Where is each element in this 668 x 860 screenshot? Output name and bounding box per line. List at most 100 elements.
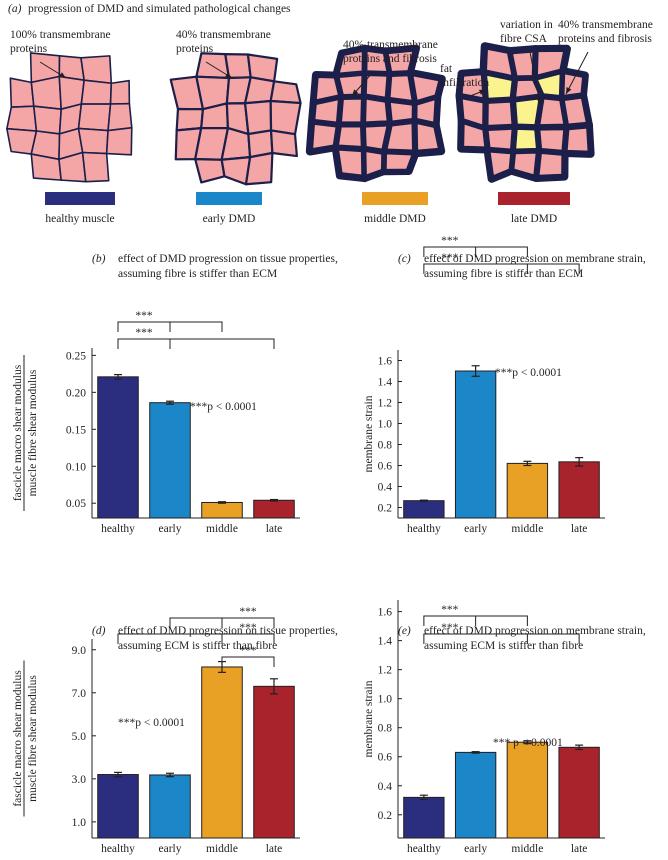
significance-bracket: [117, 633, 275, 644]
y-tick-label: 0.8: [378, 440, 393, 452]
error-bar: [114, 771, 122, 778]
significance-label: ***: [135, 310, 153, 322]
annotation: ***p < 0.0001: [190, 401, 257, 413]
annotation: ***p < 0.0001: [118, 717, 185, 729]
muscle-fibre: [486, 74, 513, 99]
x-tick-label: middle: [511, 843, 543, 855]
significance-label: ***: [441, 604, 459, 616]
annotation: proteins: [10, 43, 48, 55]
y-tick-label: 1.6: [378, 356, 393, 368]
bar: [201, 666, 243, 839]
y-tick-label: 0.8: [378, 723, 393, 735]
y-tick-label: 7.0: [72, 688, 87, 700]
stage-color-bar: [196, 192, 262, 205]
chart-title: effect of DMD progression on membrane st…: [424, 253, 646, 265]
significance-bracket: [117, 338, 275, 349]
muscle-fibre: [389, 75, 413, 101]
y-tick-label: 1.2: [378, 398, 393, 410]
error-bar: [218, 501, 226, 504]
muscle-fibre: [539, 129, 565, 151]
muscle-fibre: [338, 51, 363, 74]
stage-label: healthy muscle: [45, 213, 114, 225]
error-bar: [270, 678, 278, 695]
muscle-fibre: [412, 75, 440, 101]
arrow-head: [536, 97, 542, 104]
y-tick-label: 1.6: [378, 607, 393, 619]
muscle-fibre: [77, 103, 112, 132]
y-axis-label: membrane strain: [363, 395, 375, 472]
muscle-fibre: [338, 149, 363, 176]
chart-title: effect of DMD progression on tissue prop…: [118, 253, 338, 265]
muscle-fibre: [338, 74, 363, 96]
panel-label: (e): [398, 625, 411, 637]
annotation: proteins and fibrosis: [558, 33, 652, 45]
muscle-fibre: [30, 75, 63, 110]
significance-label: ***: [441, 622, 459, 634]
arrow: [529, 51, 541, 105]
muscle-fibre: [80, 55, 113, 85]
chart-title: assuming fibre is stiffer than ECM: [424, 268, 583, 280]
bar: [253, 499, 295, 519]
x-tick-label: late: [571, 523, 588, 535]
muscle-fibre: [366, 50, 388, 72]
annotation: infiltration: [440, 77, 489, 89]
x-tick-label: middle: [206, 843, 238, 855]
y-tick-label: 1.4: [378, 636, 393, 648]
bar: [558, 746, 600, 839]
y-tick-label: 0.20: [66, 387, 86, 399]
muscle-fibre: [515, 98, 540, 126]
x-tick-label: healthy: [101, 843, 135, 855]
x-tick-label: late: [266, 843, 283, 855]
stage-color-bar: [45, 192, 115, 205]
muscle-fibre: [461, 98, 484, 126]
significance-label: ***: [441, 252, 459, 264]
x-tick-label: healthy: [407, 843, 441, 855]
x-tick-label: early: [464, 523, 487, 535]
muscle-fibre: [512, 51, 534, 77]
muscle-fibre: [105, 126, 133, 156]
muscle-fibre: [80, 79, 113, 105]
muscle-fibre: [515, 128, 537, 150]
error-bar: [575, 744, 584, 751]
arrow-head: [566, 87, 572, 94]
significance-bracket: [423, 263, 580, 274]
annotation: proteins: [176, 43, 214, 55]
muscle-fibre: [341, 98, 362, 123]
y-tick-label: 0.6: [378, 752, 393, 764]
panel-label: (b): [92, 253, 106, 265]
x-tick-label: healthy: [101, 523, 135, 535]
bar: [201, 501, 243, 519]
annotation: 100% transmembrane: [10, 29, 111, 41]
x-tick-label: early: [159, 523, 182, 535]
panel-label: (a): [8, 3, 22, 15]
stage-color-bar: [498, 192, 570, 205]
cell-cluster: [169, 52, 302, 186]
y-axis-label: membrane strain: [363, 680, 375, 757]
y-axis-label: fascicle macro shear modulus: [12, 364, 24, 501]
x-tick-label: early: [159, 843, 182, 855]
annotation: 40% transmembrane: [558, 19, 653, 31]
x-tick-label: late: [266, 523, 283, 535]
muscle-fibre: [513, 152, 537, 176]
error-bar: [166, 400, 174, 405]
muscle-fibre: [563, 97, 587, 125]
muscle-fibre: [315, 77, 339, 101]
bar: [454, 370, 497, 519]
muscle-fibre: [269, 129, 298, 158]
y-tick-label: 9.0: [72, 645, 87, 657]
muscle-fibre: [109, 79, 131, 105]
error-bar: [575, 457, 584, 467]
muscle-fibre: [538, 152, 563, 176]
annotation: proteins and fibrosis: [343, 53, 437, 65]
muscle-fibre: [539, 98, 565, 126]
x-tick-label: healthy: [407, 523, 441, 535]
y-axis-label: muscle fibre shear modulus: [27, 675, 39, 802]
annotation: fat: [440, 63, 453, 75]
y-tick-label: 0.2: [378, 810, 393, 822]
muscle-fibre: [489, 151, 512, 177]
significance-bracket: [423, 633, 580, 644]
arrow-head: [479, 89, 486, 95]
significance-label: ***: [239, 622, 257, 634]
significance-label: ***: [135, 327, 153, 339]
